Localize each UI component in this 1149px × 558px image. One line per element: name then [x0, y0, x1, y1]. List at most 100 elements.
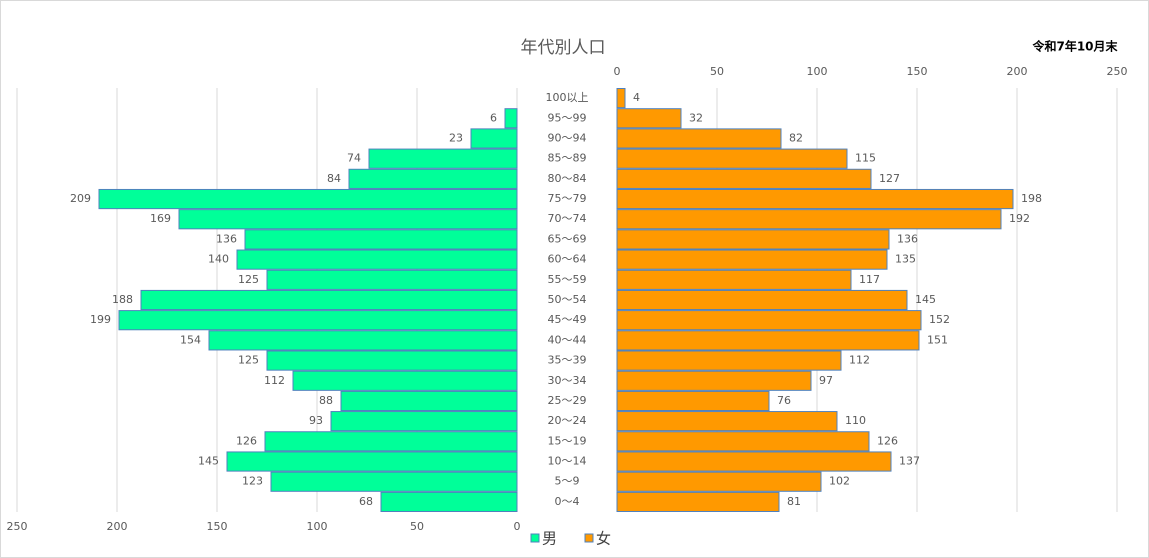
bar [616, 128, 782, 149]
data-label: 209 [70, 192, 91, 205]
bar [340, 390, 518, 412]
legend-label: 女 [596, 530, 611, 548]
bar [616, 229, 890, 250]
bar [208, 330, 518, 351]
data-label: 23 [449, 131, 463, 144]
bar [616, 108, 682, 129]
category-label: 20～24 [548, 414, 587, 427]
data-label: 6 [490, 111, 497, 124]
category-label: 30～34 [548, 374, 587, 387]
bar [118, 310, 518, 331]
bar [616, 370, 812, 391]
data-label: 112 [849, 354, 870, 367]
x-tick-label: 50 [410, 520, 424, 533]
bar [264, 431, 518, 452]
data-label: 88 [319, 394, 333, 407]
category-label: 50～54 [548, 293, 587, 306]
bar [368, 148, 518, 169]
data-label: 151 [927, 333, 948, 346]
category-label: 100以上 [546, 91, 589, 104]
data-label: 102 [829, 475, 850, 488]
bar [616, 431, 870, 452]
chart-subtitle: 令和7年10月末 [1031, 39, 1118, 54]
data-label: 125 [238, 273, 259, 286]
bar [616, 289, 908, 311]
category-label: 25～29 [548, 394, 587, 407]
bar [236, 249, 518, 270]
bar [380, 491, 518, 512]
bar [504, 108, 518, 129]
data-label: 76 [777, 394, 791, 407]
data-label: 154 [180, 333, 201, 346]
bar [266, 269, 518, 290]
legend-label: 男 [542, 530, 557, 548]
data-label: 110 [845, 414, 866, 427]
data-label: 152 [929, 313, 950, 326]
category-label: 95～99 [548, 111, 587, 124]
x-tick-label: 0 [514, 520, 521, 533]
bar [98, 188, 518, 210]
category-label: 40～44 [548, 333, 587, 346]
data-label: 84 [327, 172, 341, 185]
bar [616, 209, 1002, 230]
bar [616, 168, 872, 189]
bar [266, 350, 518, 371]
bar [616, 330, 920, 351]
chart-title: 年代別人口 [521, 38, 606, 58]
x2-tick-label: 150 [907, 65, 928, 78]
data-label: 93 [309, 414, 323, 427]
bar [616, 310, 922, 331]
bar [270, 471, 518, 492]
category-label: 60～64 [548, 253, 587, 266]
bar [348, 168, 518, 189]
bar [616, 249, 888, 270]
bar [140, 289, 518, 311]
x2-tick-label: 50 [710, 65, 724, 78]
data-label: 135 [895, 253, 916, 266]
x2-tick-label: 0 [614, 65, 621, 78]
data-label: 137 [899, 455, 920, 468]
bar [226, 451, 518, 472]
data-label: 199 [90, 313, 111, 326]
x-tick-label: 250 [7, 520, 28, 533]
bar [616, 390, 770, 412]
data-label: 82 [789, 131, 803, 144]
x-tick-label: 100 [307, 520, 328, 533]
data-label: 97 [819, 374, 833, 387]
category-label: 35～39 [548, 354, 587, 367]
category-label: 0～4 [555, 495, 580, 508]
data-label: 136 [897, 232, 918, 245]
data-label: 81 [787, 495, 801, 508]
data-label: 188 [112, 293, 133, 306]
bar [616, 88, 626, 109]
data-label: 136 [216, 232, 237, 245]
bar [178, 209, 518, 230]
legend-swatch [584, 533, 594, 543]
category-label: 65～69 [548, 232, 587, 245]
category-label: 5～9 [555, 475, 580, 488]
category-label: 85～89 [548, 152, 587, 165]
x-tick-label: 150 [207, 520, 228, 533]
data-label: 32 [689, 111, 703, 124]
category-label: 90～94 [548, 131, 587, 144]
bar [244, 229, 518, 250]
bar [616, 471, 822, 492]
data-label: 140 [208, 253, 229, 266]
legend-swatch [530, 533, 540, 543]
bar [330, 411, 518, 432]
data-label: 126 [877, 434, 898, 447]
x-tick-label: 200 [107, 520, 128, 533]
bar [616, 411, 838, 432]
bar [292, 370, 518, 391]
x2-tick-label: 100 [807, 65, 828, 78]
category-label: 10～14 [548, 455, 587, 468]
data-label: 68 [359, 495, 373, 508]
category-label: 70～74 [548, 212, 587, 225]
data-label: 74 [347, 152, 361, 165]
data-label: 145 [198, 455, 219, 468]
data-label: 112 [264, 374, 285, 387]
bar [616, 491, 780, 512]
bar [470, 128, 518, 149]
